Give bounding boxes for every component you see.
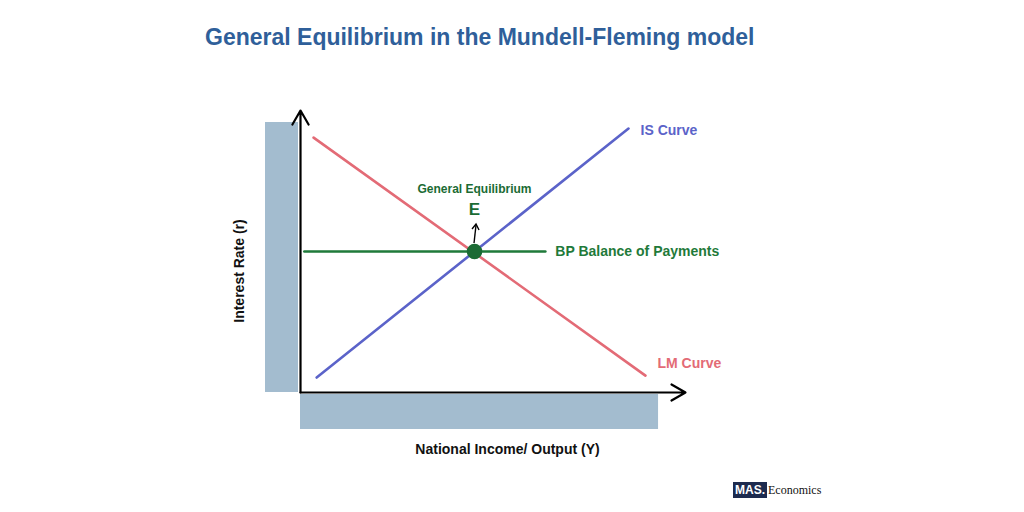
- svg-text:BP Balance of Payments: BP Balance of Payments: [555, 243, 719, 259]
- svg-text:General Equilibrium: General Equilibrium: [418, 182, 532, 196]
- svg-text:National Income/ Output (Y): National Income/ Output (Y): [415, 441, 599, 457]
- svg-text:Interest Rate (r): Interest Rate (r): [231, 219, 247, 322]
- html-text:General Equilibrium in the Mun: General Equilibrium in the Mundell-Flemi…: [205, 24, 755, 50]
- html-text:MAS. Economics: MAS. Economics: [735, 482, 822, 497]
- svg-text:E: E: [469, 200, 480, 219]
- svg-text:LM Curve: LM Curve: [657, 355, 721, 371]
- svg-text:IS Curve: IS Curve: [641, 122, 698, 138]
